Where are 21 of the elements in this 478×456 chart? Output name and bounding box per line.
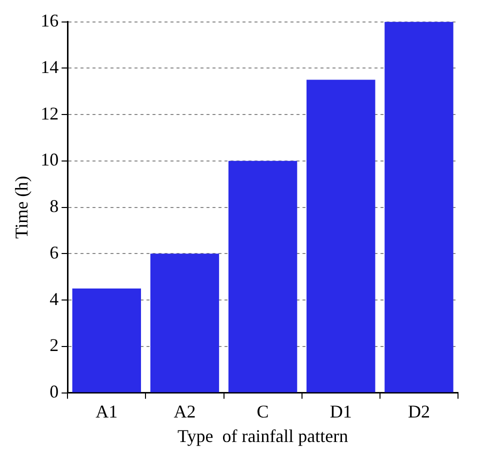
y-tick-label: 2 bbox=[50, 335, 59, 356]
bar bbox=[72, 288, 141, 392]
bar bbox=[306, 80, 376, 392]
x-tick-label: D1 bbox=[330, 401, 352, 422]
bar bbox=[384, 22, 454, 392]
y-tick-label: 0 bbox=[50, 382, 59, 402]
y-tick-label: 14 bbox=[40, 56, 59, 77]
y-axis-title: Time (h) bbox=[12, 176, 32, 239]
x-axis-title: Type of rainfall pattern bbox=[177, 426, 348, 446]
y-tick-label: 6 bbox=[50, 242, 59, 262]
bar bbox=[150, 254, 220, 392]
y-tick-label: 8 bbox=[50, 196, 59, 216]
y-tick-label: 16 bbox=[40, 10, 59, 31]
y-tick-label: 10 bbox=[40, 150, 59, 170]
y-tick-label: 12 bbox=[40, 103, 59, 124]
x-tick-label: D2 bbox=[408, 401, 430, 422]
y-tick-label: 4 bbox=[50, 288, 59, 309]
x-tick-label: A1 bbox=[96, 401, 118, 422]
bar bbox=[228, 160, 298, 392]
x-tick-label: C bbox=[256, 401, 269, 422]
x-tick-label: A2 bbox=[174, 401, 196, 422]
